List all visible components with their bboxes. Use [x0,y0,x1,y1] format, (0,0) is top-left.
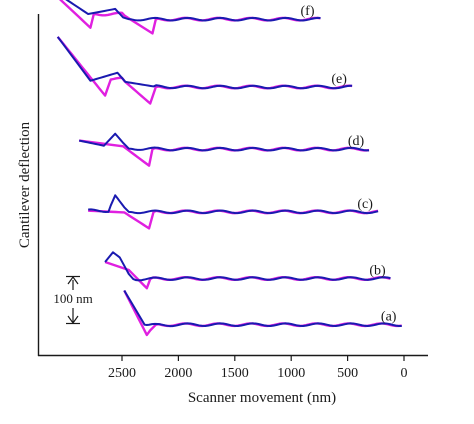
force-curve [104,251,391,290]
force-curve [78,132,370,167]
curve-label: (b) [369,264,386,279]
x-tick-label: 500 [337,366,358,381]
x-tick-label: 2000 [164,366,192,381]
scale-bar: 100 nm [53,275,93,325]
force-curves [56,0,402,337]
approach-curve-line [56,36,353,90]
axes [37,14,428,357]
retract-curve-line [56,36,353,105]
force-curve [123,289,402,337]
retract-curve-line [59,0,321,35]
approach-curve-line [123,289,402,328]
x-tick-label: 0 [401,366,408,381]
x-axis-label: Scanner movement (nm) [188,390,336,406]
y-axis-label: Cantilever deflection [17,121,33,248]
x-tick-label: 1500 [221,366,249,381]
curve-label: (f) [301,4,315,19]
force-curve [59,0,321,35]
x-tick-label: 1000 [277,366,305,381]
approach-curve-line [78,132,370,152]
curve-labels: (a) (b) (c) (d) (e) (f) [301,4,397,325]
retract-curve-line [78,139,370,167]
approach-curve-line [88,194,379,215]
force-curve [56,36,353,105]
curve-label: (c) [357,197,373,212]
retract-curve-line [104,260,391,290]
force-curve [88,194,379,230]
retract-curve-line [123,289,402,337]
x-axis-ticks: 2500 2000 1500 1000 500 0 [108,355,408,381]
x-tick-label: 2500 [108,366,136,381]
scale-bar-label: 100 nm [53,291,92,306]
approach-curve-line [104,251,391,282]
curve-label: (a) [381,310,397,325]
approach-curve-line [65,0,321,22]
curve-label: (d) [348,134,365,149]
curve-label: (e) [331,72,347,87]
